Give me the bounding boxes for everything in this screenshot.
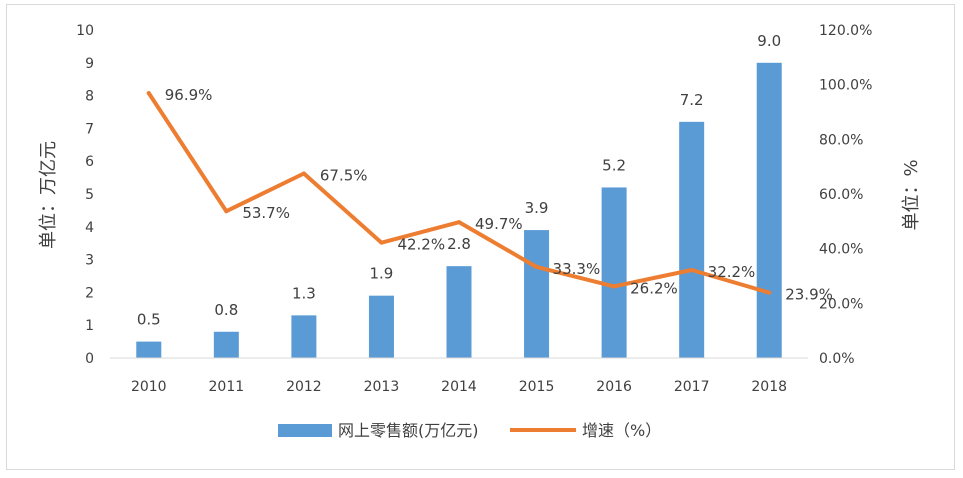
bar-data-label: 3.9	[525, 199, 549, 217]
left-tick-label: 7	[85, 121, 94, 137]
bar-data-label: 2.8	[447, 235, 471, 253]
line-data-label: 32.2%	[708, 263, 756, 281]
line-point	[767, 290, 772, 295]
bar-data-label: 0.5	[137, 311, 161, 329]
line-data-label: 96.9%	[165, 86, 213, 104]
line-data-label: 26.2%	[630, 279, 678, 297]
line-data-label: 49.7%	[475, 215, 523, 233]
line-point	[301, 171, 306, 176]
bar-data-label: 7.2	[680, 91, 704, 109]
x-tick-label: 2010	[131, 379, 167, 395]
right-tick-label: 80.0%	[819, 132, 863, 148]
x-tick-label: 2015	[519, 379, 555, 395]
left-tick-label: 0	[85, 351, 94, 367]
x-tick-label: 2016	[596, 379, 632, 395]
legend-bar-swatch	[278, 424, 332, 437]
bar	[136, 341, 162, 358]
bar-data-label: 1.3	[292, 284, 316, 302]
right-tick-label: 0.0%	[819, 351, 855, 367]
bar	[213, 331, 239, 358]
bar	[368, 295, 394, 358]
line-point	[379, 240, 384, 245]
left-tick-label: 3	[85, 253, 94, 269]
left-tick-label: 10	[76, 23, 94, 39]
x-tick-label: 2011	[209, 379, 245, 395]
bar	[601, 187, 627, 358]
line-point	[612, 284, 617, 289]
line-point	[146, 91, 151, 96]
left-tick-label: 9	[85, 56, 94, 72]
left-tick-label: 4	[85, 220, 94, 236]
left-tick-label: 2	[85, 285, 94, 301]
bar	[291, 315, 317, 358]
left-axis-title: 单位：万亿元	[38, 141, 59, 249]
line-data-label: 42.2%	[397, 236, 445, 254]
right-axis-title: 单位：%	[901, 159, 922, 230]
x-tick-label: 2018	[751, 379, 787, 395]
bar-data-label: 5.2	[602, 156, 626, 174]
left-tick-label: 5	[85, 187, 94, 203]
bar-series	[136, 62, 782, 359]
line-data-label: 53.7%	[242, 204, 290, 222]
right-axis-ticks: 0.0% 20.0% 40.0% 60.0% 80.0% 100.0% 120.0%	[819, 23, 872, 367]
x-tick-label: 2017	[674, 379, 710, 395]
x-tick-label: 2012	[286, 379, 322, 395]
line-data-labels: 96.9% 53.7% 67.5% 42.2% 49.7% 33.3% 26.2% 32.2%…	[165, 86, 833, 304]
legend-bar-label: 网上零售额(万亿元)	[338, 421, 479, 440]
bar	[756, 62, 782, 359]
line-point	[224, 209, 229, 214]
line-series	[146, 91, 772, 295]
legend-line-label: 增速（%）	[582, 421, 661, 440]
line-point	[457, 220, 461, 225]
right-tick-label: 40.0%	[819, 242, 863, 258]
left-tick-label: 8	[85, 89, 94, 105]
left-tick-label: 6	[85, 154, 94, 170]
bar	[446, 266, 472, 358]
bar	[679, 121, 705, 358]
left-tick-label: 1	[85, 318, 94, 334]
line-point	[534, 264, 539, 269]
x-axis-ticks: 2010 2011 2012 2013 2014 2015 2016 2017 2018	[131, 379, 787, 395]
left-axis-ticks: 0 1 2 3 4 5 6 7 8 9 10	[76, 23, 94, 367]
bar-data-label: 0.8	[214, 301, 238, 319]
right-tick-label: 120.0%	[819, 23, 872, 39]
right-tick-label: 60.0%	[819, 187, 863, 203]
line-data-label: 67.5%	[320, 167, 368, 185]
bar	[524, 230, 550, 358]
right-tick-label: 20.0%	[819, 296, 863, 312]
bar-data-labels: 0.5 0.8 1.3 1.9 2.8 3.9 5.2 7.2 9.0	[137, 32, 781, 329]
legend: 网上零售额(万亿元) 增速（%）	[278, 421, 661, 440]
chart-frame	[6, 4, 955, 470]
bar-data-label: 1.9	[370, 265, 394, 283]
right-tick-label: 100.0%	[819, 78, 872, 94]
line-data-label: 33.3%	[553, 260, 601, 278]
x-tick-label: 2014	[441, 379, 477, 395]
line-point	[689, 267, 694, 272]
line-data-label: 23.9%	[785, 286, 833, 304]
growth-line	[146, 91, 772, 295]
x-tick-label: 2013	[364, 379, 400, 395]
bar-data-label: 9.0	[757, 32, 781, 50]
